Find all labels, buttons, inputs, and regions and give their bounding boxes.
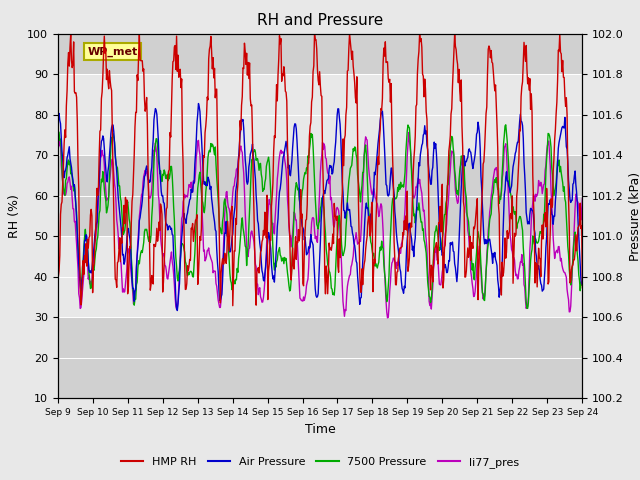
Title: RH and Pressure: RH and Pressure	[257, 13, 383, 28]
Text: WP_met: WP_met	[88, 47, 138, 57]
Bar	[58, 0, 582, 74]
X-axis label: Time: Time	[305, 423, 335, 436]
Y-axis label: RH (%): RH (%)	[8, 194, 21, 238]
Bar	[58, 74, 582, 155]
Legend: HMP RH, Air Pressure, 7500 Pressure, li77_pres: HMP RH, Air Pressure, 7500 Pressure, li7…	[116, 452, 524, 472]
Bar	[58, 236, 582, 317]
Y-axis label: Pressure (kPa): Pressure (kPa)	[629, 171, 640, 261]
Bar	[58, 317, 582, 398]
Bar	[58, 155, 582, 236]
